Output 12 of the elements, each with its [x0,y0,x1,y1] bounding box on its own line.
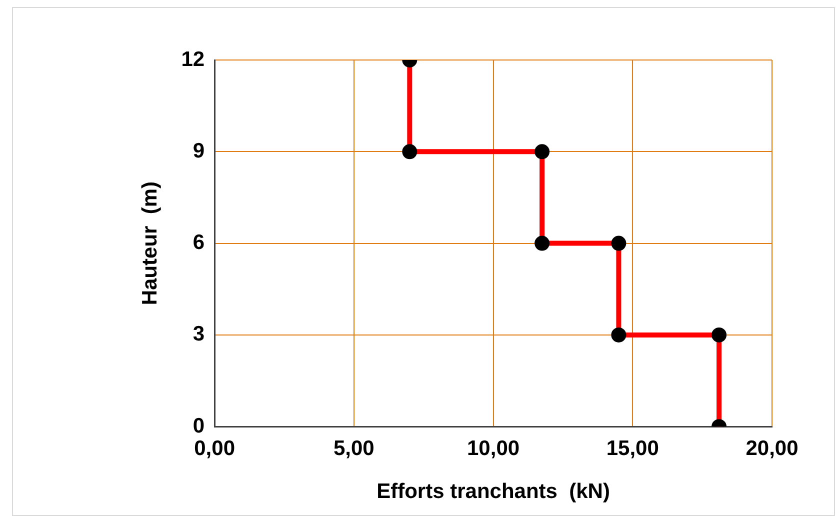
y-axis-title: Hauteur (m) [138,181,162,306]
y-tick-label: 3 [192,322,205,346]
x-tick-label: 20,00 [746,436,798,460]
y-tick-label: 0 [192,414,205,438]
x-tick-label: 5,00 [333,436,374,460]
x-axis-title: Efforts tranchants (kN) [376,480,610,504]
y-tick-label: 12 [181,48,205,71]
x-tick-label: 0,00 [194,436,235,460]
x-tick-label: 10,00 [467,436,520,460]
y-tick-label: 9 [192,139,205,162]
y-tick-label: 6 [192,231,205,254]
x-tick-label: 15,00 [606,436,659,460]
